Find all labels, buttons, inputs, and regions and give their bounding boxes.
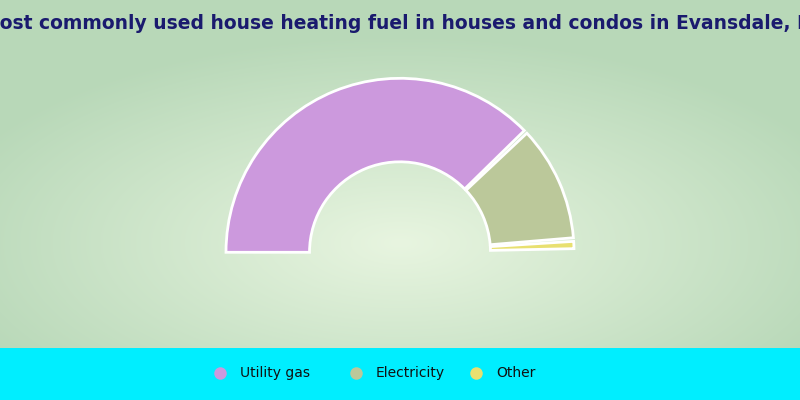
Wedge shape [466,133,574,245]
Text: Most commonly used house heating fuel in houses and condos in Evansdale, IA: Most commonly used house heating fuel in… [0,14,800,33]
Text: Electricity: Electricity [376,366,445,380]
Text: Other: Other [496,366,535,380]
Wedge shape [226,78,524,252]
Wedge shape [490,241,574,250]
Text: Utility gas: Utility gas [240,366,310,380]
